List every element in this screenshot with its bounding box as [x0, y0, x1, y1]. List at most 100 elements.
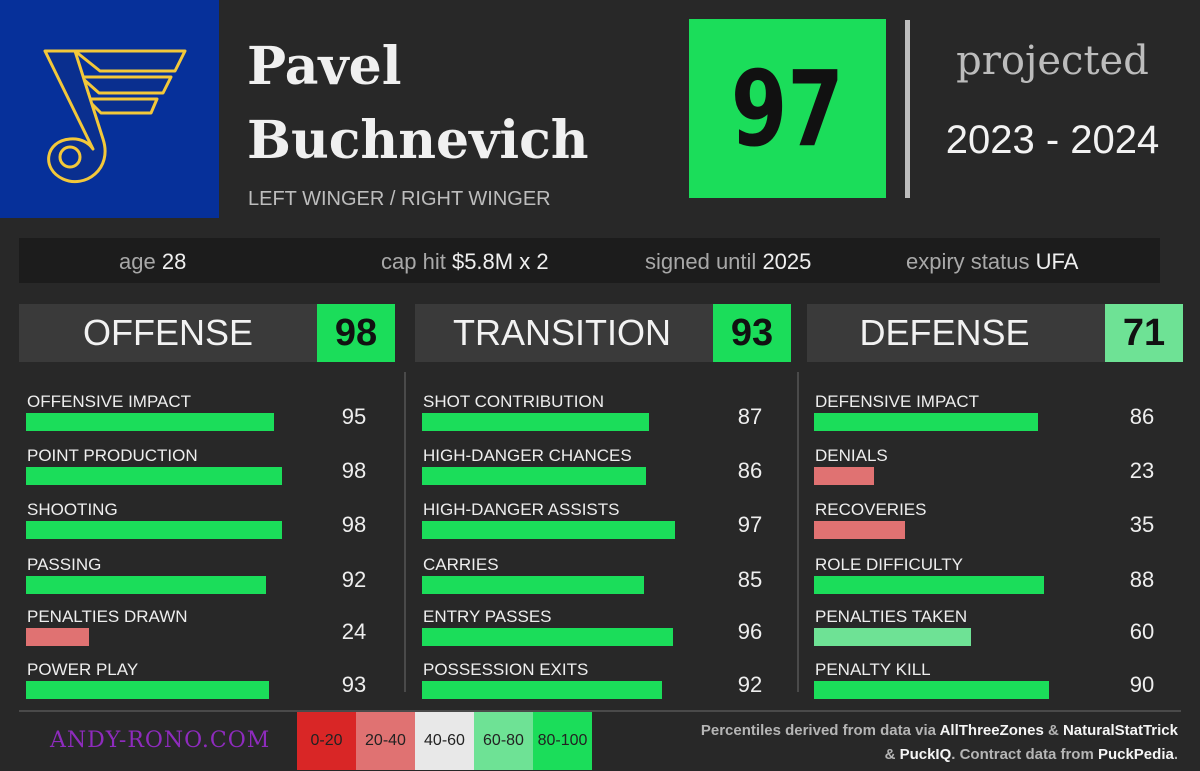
header-divider: [905, 20, 910, 198]
metric-row: PENALTY KILL 90: [807, 660, 1183, 714]
cap-hit-info: cap hit $5.8M x 2: [381, 249, 549, 275]
source-puckpedia: PuckPedia: [1097, 746, 1174, 763]
metric-value: 95: [341, 404, 367, 429]
metric-bar: [422, 521, 675, 539]
metric-label: ENTRY PASSES: [423, 607, 552, 626]
expiry-status-info: expiry status UFA: [906, 249, 1078, 275]
signed-until-label: signed until: [645, 249, 757, 274]
metric-row: PENALTIES TAKEN 60: [807, 607, 1183, 661]
metric-label: OFFENSIVE IMPACT: [27, 392, 192, 411]
season-label: 2023 - 2024: [945, 118, 1160, 162]
metric-bar: [422, 576, 644, 594]
metric-bar: [26, 681, 269, 699]
metric-row: DEFENSIVE IMPACT 86: [807, 392, 1183, 446]
metric-label: PENALTIES DRAWN: [27, 607, 188, 626]
color-legend: 0-20 20-40 40-60 60-80 80-100: [297, 712, 592, 770]
metric-value: 35: [1129, 512, 1155, 537]
metric-bar: [814, 628, 971, 646]
signed-until-value: 2025: [762, 249, 812, 274]
metric-value: 92: [737, 672, 763, 697]
metric-bar: [814, 467, 874, 485]
metric-value: 88: [1129, 567, 1155, 592]
signed-until-info: signed until 2025: [645, 249, 811, 275]
source-allthreezones: AllThreeZones: [939, 722, 1044, 739]
metric-label: POSSESSION EXITS: [423, 660, 589, 679]
metric-value: 97: [737, 512, 763, 537]
projected-label: projected: [956, 38, 1149, 84]
metric-value: 96: [737, 619, 763, 644]
source-puckiq: PuckIQ: [899, 746, 952, 763]
metric-label: PASSING: [27, 555, 102, 574]
overall-rating-value: 97: [731, 47, 844, 170]
metric-row: HIGH-DANGER CHANCES 86: [415, 446, 791, 500]
metric-label: SHOT CONTRIBUTION: [423, 392, 605, 411]
age-label: age: [119, 249, 156, 274]
column-divider: [797, 372, 799, 692]
panel-transition: TRANSITION 93 SHOT CONTRIBUTION 87 HIGH-DANG…: [415, 304, 791, 699]
metric-value: 92: [341, 567, 367, 592]
source-naturalstattrick: NaturalStatTrick: [1062, 722, 1178, 739]
metric-value: 93: [341, 672, 367, 697]
panel-header: OFFENSE 98: [19, 304, 395, 362]
metric-label: POWER PLAY: [27, 660, 139, 679]
metric-bar: [422, 681, 662, 699]
metric-row: HIGH-DANGER ASSISTS 97: [415, 500, 791, 554]
metric-value: 24: [341, 619, 367, 644]
metric-row: CARRIES 85: [415, 555, 791, 609]
source-text: &: [1043, 722, 1063, 739]
legend-swatch: 20-40: [356, 712, 415, 770]
source-text: Percentiles derived from data via: [700, 722, 940, 739]
player-first-name: Pavel: [247, 36, 402, 97]
metric-value: 90: [1129, 672, 1155, 697]
metric-label: RECOVERIES: [815, 500, 927, 519]
metric-label: PENALTIES TAKEN: [815, 607, 968, 626]
panel-score: 98: [317, 304, 395, 362]
panel-title: TRANSITION: [452, 312, 671, 353]
website-link[interactable]: ANDY-RONO.COM: [50, 728, 271, 753]
metric-value: 23: [1129, 458, 1155, 483]
panel-header: TRANSITION 93: [415, 304, 791, 362]
metric-bar: [422, 628, 673, 646]
panel-title: DEFENSE: [859, 312, 1030, 353]
overall-rating: 97: [689, 19, 886, 198]
metric-row: POWER PLAY 93: [19, 660, 395, 714]
metric-value: 60: [1129, 619, 1155, 644]
metric-row: POSSESSION EXITS 92: [415, 660, 791, 714]
metric-label: PENALTY KILL: [815, 660, 931, 679]
metric-bar: [814, 413, 1038, 431]
panel-header: DEFENSE 71: [807, 304, 1183, 362]
age-info: age 28: [119, 249, 186, 275]
legend-swatch: 60-80: [474, 712, 533, 770]
metric-bar: [422, 467, 646, 485]
metric-value: 85: [737, 567, 763, 592]
legend-swatch: 0-20: [297, 712, 356, 770]
metric-bar: [26, 521, 282, 539]
age-value: 28: [161, 249, 187, 274]
source-credits: Percentiles derived from data via AllThr…: [678, 719, 1178, 767]
metric-row: SHOT CONTRIBUTION 87: [415, 392, 791, 446]
metric-bar: [26, 576, 266, 594]
panel-offense: OFFENSE 98 OFFENSIVE IMPACT 95 POINT PRODUCT…: [19, 304, 395, 699]
metric-row: DENIALS 23: [807, 446, 1183, 500]
footer-divider: [19, 710, 1181, 712]
metric-row: SHOOTING 98: [19, 500, 395, 554]
metric-row: PENALTIES DRAWN 24: [19, 607, 395, 661]
metric-label: HIGH-DANGER ASSISTS: [423, 500, 620, 519]
expiry-status-label: expiry status: [906, 249, 1030, 274]
metric-bar: [422, 413, 649, 431]
metric-bar: [26, 628, 89, 646]
cap-hit-label: cap hit: [381, 249, 446, 274]
metric-bar: [814, 681, 1049, 699]
player-last-name: Buchnevich: [247, 110, 589, 171]
source-text: &: [884, 746, 900, 763]
metric-bar: [814, 521, 905, 539]
panel-score: 71: [1105, 304, 1183, 362]
metric-label: DEFENSIVE IMPACT: [815, 392, 980, 411]
metric-label: CARRIES: [423, 555, 499, 574]
panel-defense: DEFENSE 71 DEFENSIVE IMPACT 86 DENIALS 23 RECO…: [807, 304, 1183, 699]
column-divider: [404, 372, 406, 692]
blues-note-icon: [43, 49, 186, 184]
metric-row: ROLE DIFFICULTY 88: [807, 555, 1183, 609]
metric-label: ROLE DIFFICULTY: [815, 555, 963, 574]
metric-value: 86: [1129, 404, 1155, 429]
